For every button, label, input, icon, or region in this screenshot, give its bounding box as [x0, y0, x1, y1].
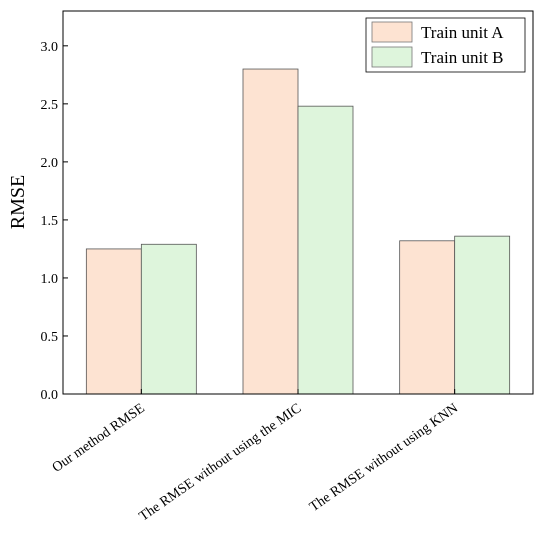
y-tick-label: 3.0	[41, 40, 59, 55]
legend-label-train-unit-a: Train unit A	[421, 23, 504, 42]
y-axis: 0.0 0.5 1.0 1.5 2.0 2.5 3.0	[41, 40, 68, 403]
y-tick-label: 1.0	[41, 272, 59, 287]
bar-train-unit-a-1	[85, 248, 142, 395]
legend-swatch-train-unit-a	[371, 21, 413, 43]
y-tick-label: 1.5	[41, 214, 59, 229]
bar-train-unit-b-3	[454, 235, 511, 395]
bar-train-unit-a-3	[399, 240, 456, 395]
x-category-label: The RMSE without using KNN	[307, 401, 461, 515]
legend-label-train-unit-b: Train unit B	[421, 48, 504, 67]
legend-swatch-train-unit-b	[371, 46, 413, 68]
y-axis-title: RMSE	[7, 175, 29, 229]
bar-train-unit-b-1	[140, 243, 197, 395]
x-category-label: Our method RMSE	[50, 401, 148, 476]
y-tick-label: 2.0	[41, 156, 59, 171]
bar-train-unit-b-2	[297, 105, 354, 395]
legend: Train unit A Train unit B	[365, 17, 526, 73]
bar-train-unit-a-2	[242, 68, 299, 395]
y-tick-label: 0.5	[41, 330, 59, 345]
bars-group	[85, 68, 511, 395]
x-category-label: The RMSE without using the MIC	[137, 401, 305, 525]
y-tick-label: 0.0	[41, 388, 59, 403]
y-tick-label: 2.5	[41, 98, 59, 113]
